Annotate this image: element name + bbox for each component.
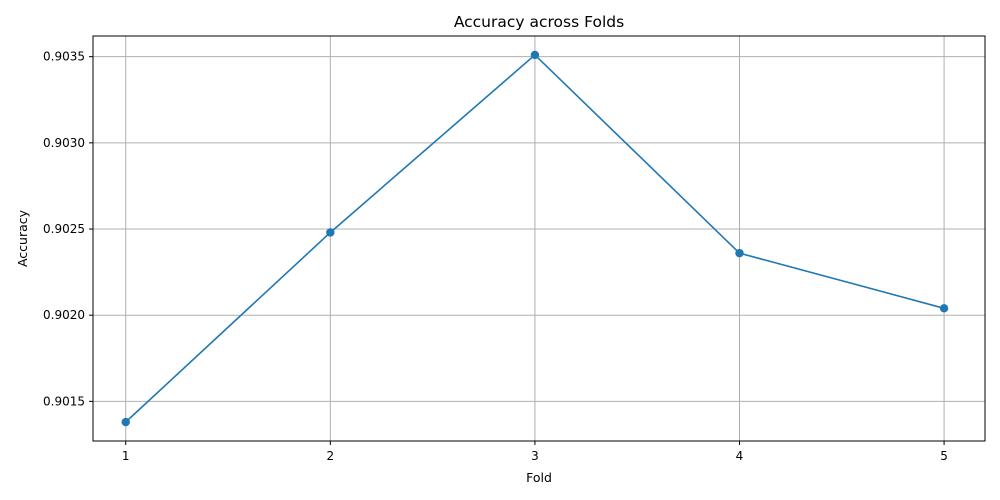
y-tick-label: 0.9030: [43, 136, 85, 150]
data-point: [326, 228, 335, 237]
x-tick-label: 4: [736, 449, 744, 463]
data-point: [121, 417, 130, 427]
data-point: [939, 304, 949, 313]
series-group: [121, 50, 949, 427]
grid-lines: [93, 36, 985, 441]
chart-title: Accuracy across Folds: [454, 13, 624, 31]
data-point: [735, 248, 744, 258]
x-tick-label: 1: [122, 449, 130, 463]
x-tick-label: 5: [940, 449, 948, 463]
y-tick-label: 0.9015: [43, 394, 85, 408]
x-tick-label: 3: [531, 449, 539, 463]
x-axis-label: Fold: [526, 470, 552, 485]
y-tick-label: 0.9035: [43, 50, 85, 64]
y-tick-label: 0.9025: [43, 222, 85, 236]
y-axis-label: Accuracy: [15, 209, 30, 267]
plot-frame: [92, 35, 986, 442]
data-point: [530, 50, 540, 60]
y-tick-label: 0.9020: [43, 308, 85, 322]
x-tick-label: 2: [327, 449, 335, 463]
axis-ticks: 1 2 3 4 5 0.9015 0.9020 0.9025 0.9030 0.9035: [43, 50, 948, 463]
